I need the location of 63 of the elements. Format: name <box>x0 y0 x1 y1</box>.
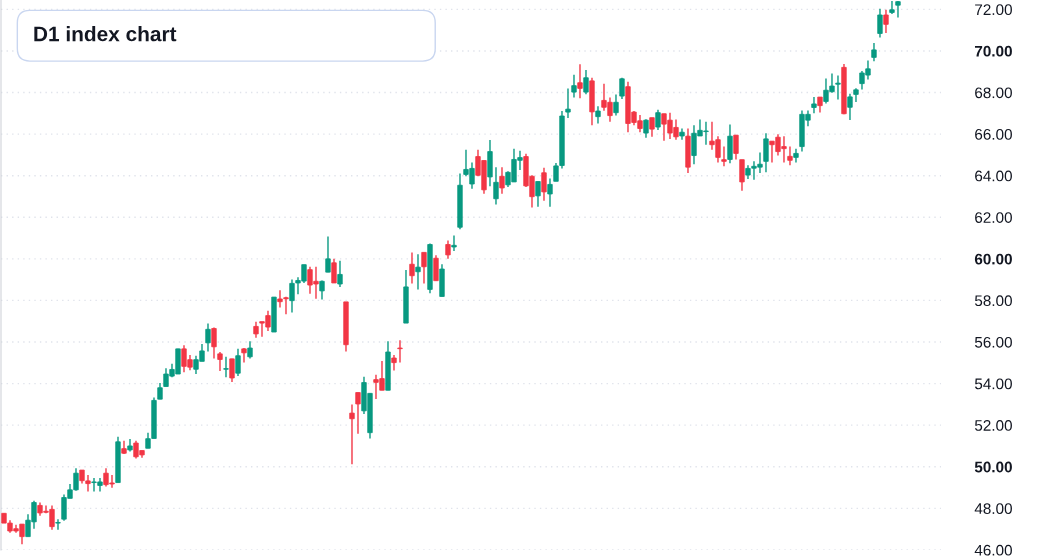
text: D1 index chart <box>34 26 177 42</box>
candlestick <box>739 158 745 192</box>
y-tick-label: 70.00 <box>974 45 1012 57</box>
candlestick <box>337 260 343 288</box>
y-tick-label: 54.00 <box>974 378 1012 390</box>
y-tick-label: 56.00 <box>974 336 1012 348</box>
candlestick <box>397 339 403 364</box>
candlestick <box>541 167 547 202</box>
candlestick <box>889 0 895 15</box>
y-tick-label: 62.00 <box>975 212 1012 223</box>
candlestick <box>649 116 655 138</box>
candlestick <box>583 69 589 95</box>
candlestick <box>235 348 241 377</box>
candlestick <box>433 254 439 282</box>
candlestick <box>733 134 739 161</box>
candlestick <box>349 403 355 465</box>
candlestick <box>499 166 505 195</box>
y-tick-label: 46.00 <box>974 544 1012 556</box>
candlestick <box>895 0 901 19</box>
candlestick <box>535 180 541 208</box>
candlestick <box>763 132 769 173</box>
candlestick <box>223 356 229 379</box>
candlestick <box>217 351 223 372</box>
candlestick <box>547 177 553 208</box>
candlestick <box>787 145 793 166</box>
candlestick <box>355 391 361 435</box>
candlestick <box>613 93 619 117</box>
candlestick <box>211 326 217 360</box>
candlestick <box>229 358 235 383</box>
candlestick <box>871 42 877 62</box>
y-tick-label: 60.00 <box>974 253 1012 265</box>
candlestick <box>565 87 571 119</box>
candlestick <box>811 96 817 115</box>
y-tick-label: 66.00 <box>975 128 1012 140</box>
candlestick <box>847 93 853 121</box>
candlestick <box>415 253 421 291</box>
candlestick <box>409 251 415 285</box>
candlestick <box>721 145 727 168</box>
candlestick <box>445 239 451 260</box>
candlestick <box>451 234 457 252</box>
y-tick-label: 64.00 <box>975 170 1012 182</box>
y-tick-label: 48.00 <box>974 503 1012 515</box>
candlestick <box>241 347 247 364</box>
y-tick-label: 58.00 <box>974 295 1012 307</box>
candlestick <box>883 9 889 34</box>
candlestick <box>319 279 325 301</box>
candlestick <box>655 109 661 131</box>
candlestick <box>325 235 331 273</box>
candlestick <box>55 518 61 531</box>
candlestick <box>643 118 649 139</box>
candlestick <box>331 258 337 284</box>
candlestick <box>727 123 733 164</box>
candlestick <box>493 166 499 206</box>
candlestick <box>577 63 583 99</box>
y-tick-label: 72.00 <box>975 4 1012 16</box>
y-tick-label: 68.00 <box>975 87 1012 99</box>
candlestick <box>835 74 841 101</box>
candlestick <box>571 74 577 99</box>
y-tick-label: 52.00 <box>974 420 1012 431</box>
candlestick <box>421 251 427 285</box>
y-tick-label: 50.00 <box>974 461 1012 473</box>
candlestick <box>877 8 883 39</box>
candlestick <box>205 322 211 353</box>
